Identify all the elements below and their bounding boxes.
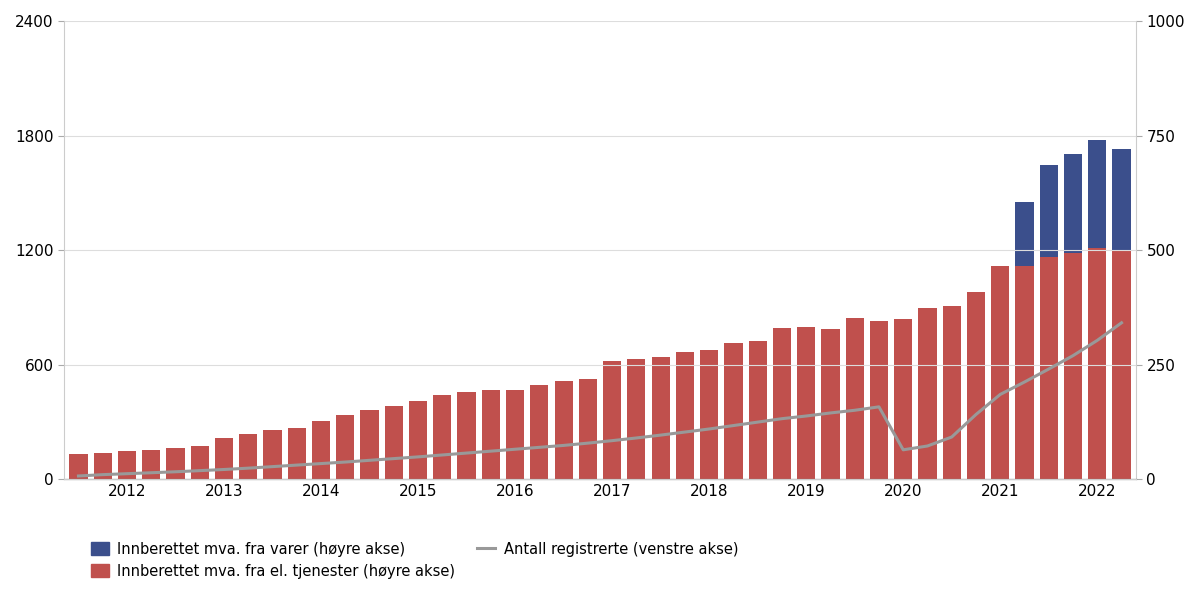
Bar — [554, 381, 572, 480]
Bar — [846, 318, 864, 480]
Bar — [94, 453, 112, 480]
Bar — [1112, 150, 1130, 250]
Bar — [191, 447, 209, 480]
Bar — [1088, 248, 1106, 480]
Bar — [288, 428, 306, 480]
Bar — [894, 319, 912, 480]
Bar — [676, 352, 694, 480]
Bar — [578, 379, 596, 480]
Bar — [312, 421, 330, 480]
Bar — [239, 434, 257, 480]
Bar — [821, 329, 840, 480]
Bar — [1088, 140, 1106, 248]
Bar — [118, 451, 136, 480]
Bar — [1064, 154, 1082, 252]
Bar — [725, 343, 743, 480]
Bar — [652, 356, 670, 480]
Bar — [870, 321, 888, 480]
Bar — [749, 340, 767, 480]
Bar — [385, 406, 403, 480]
Bar — [1015, 202, 1033, 266]
Bar — [457, 392, 475, 480]
Bar — [433, 395, 451, 480]
Bar — [481, 390, 500, 480]
Bar — [1112, 250, 1130, 480]
Bar — [360, 410, 379, 480]
Bar — [409, 401, 427, 480]
Bar — [215, 438, 233, 480]
Bar — [1064, 252, 1082, 480]
Bar — [530, 386, 548, 480]
Bar — [142, 450, 161, 480]
Bar — [1039, 166, 1058, 257]
Bar — [967, 292, 985, 480]
Bar — [604, 361, 622, 480]
Bar — [264, 431, 282, 480]
Bar — [943, 306, 961, 480]
Bar — [628, 359, 646, 480]
Bar — [336, 415, 354, 480]
Bar — [991, 266, 1009, 480]
Bar — [506, 389, 524, 480]
Bar — [70, 454, 88, 480]
Bar — [1015, 266, 1033, 480]
Bar — [773, 328, 791, 480]
Bar — [1039, 257, 1058, 480]
Bar — [797, 327, 815, 480]
Bar — [700, 350, 719, 480]
Bar — [918, 307, 936, 480]
Bar — [167, 448, 185, 480]
Legend: Innberettet mva. fra varer (høyre akse), Innberettet mva. fra el. tjenester (høy: Innberettet mva. fra varer (høyre akse),… — [85, 536, 744, 585]
